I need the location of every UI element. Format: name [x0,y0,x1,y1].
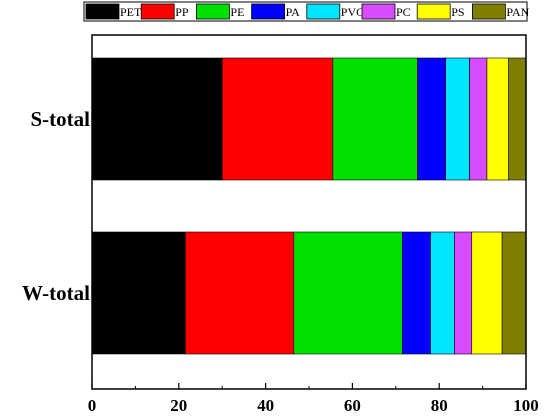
bar-segment-w-total-pet [91,231,186,355]
x-tick-label: 40 [257,396,274,415]
bar-segment-w-total-ps [471,231,503,355]
legend-swatch-pc [361,3,396,20]
x-tick-label: 100 [513,396,539,415]
bars [91,57,527,355]
legend-swatch-pa [251,3,286,20]
axes: 0 20 40 60 80 100 S-total W-total [22,107,539,415]
category-label-w-total: W-total [22,281,90,305]
legend-label-pvc: PVC [341,5,364,19]
legend-box [83,1,528,22]
x-tick-label: 80 [431,396,448,415]
x-tick-label: 60 [344,396,361,415]
bar-segment-w-total-pan [501,231,527,355]
legend-label-pp: PP [175,5,189,19]
bar-segment-w-total-pe [293,231,403,355]
legend-label-ps: PS [451,5,464,19]
x-tick-label: 0 [88,396,97,415]
bar-segment-s-total-pet [91,57,223,181]
bar-segment-w-total-pa [402,231,431,355]
legend-label-pa: PA [286,5,301,19]
bar-segment-s-total-pc [469,57,488,181]
bar-segment-w-total-pc [454,231,473,355]
legend-label-pc: PC [396,5,411,19]
legend-swatch-pp [140,3,175,20]
category-label-s-total: S-total [31,107,91,131]
legend-swatch-pan [471,3,506,20]
bar-segment-s-total-pvc [445,57,470,181]
legend-label-pan: PAN [506,5,529,19]
legend-swatch-pet [85,3,120,20]
legend: PET PP PE PA PVC PC PS PAN [83,1,530,22]
bar-segment-s-total-pp [221,57,334,181]
legend-swatch-ps [416,3,451,20]
bar-segment-w-total-pp [185,231,295,355]
bar-segment-s-total-ps [486,57,509,181]
bar-segment-s-total-pan [508,57,527,181]
legend-swatch-pe [195,3,230,20]
legend-label-pe: PE [230,5,244,19]
legend-label-pet: PET [120,5,142,19]
bar-segment-w-total-pvc [430,231,455,355]
x-tick-label: 20 [170,396,187,415]
bar-segment-s-total-pa [417,57,447,181]
legend-swatch-pvc [306,3,341,20]
bar-segment-s-total-pe [332,57,418,181]
